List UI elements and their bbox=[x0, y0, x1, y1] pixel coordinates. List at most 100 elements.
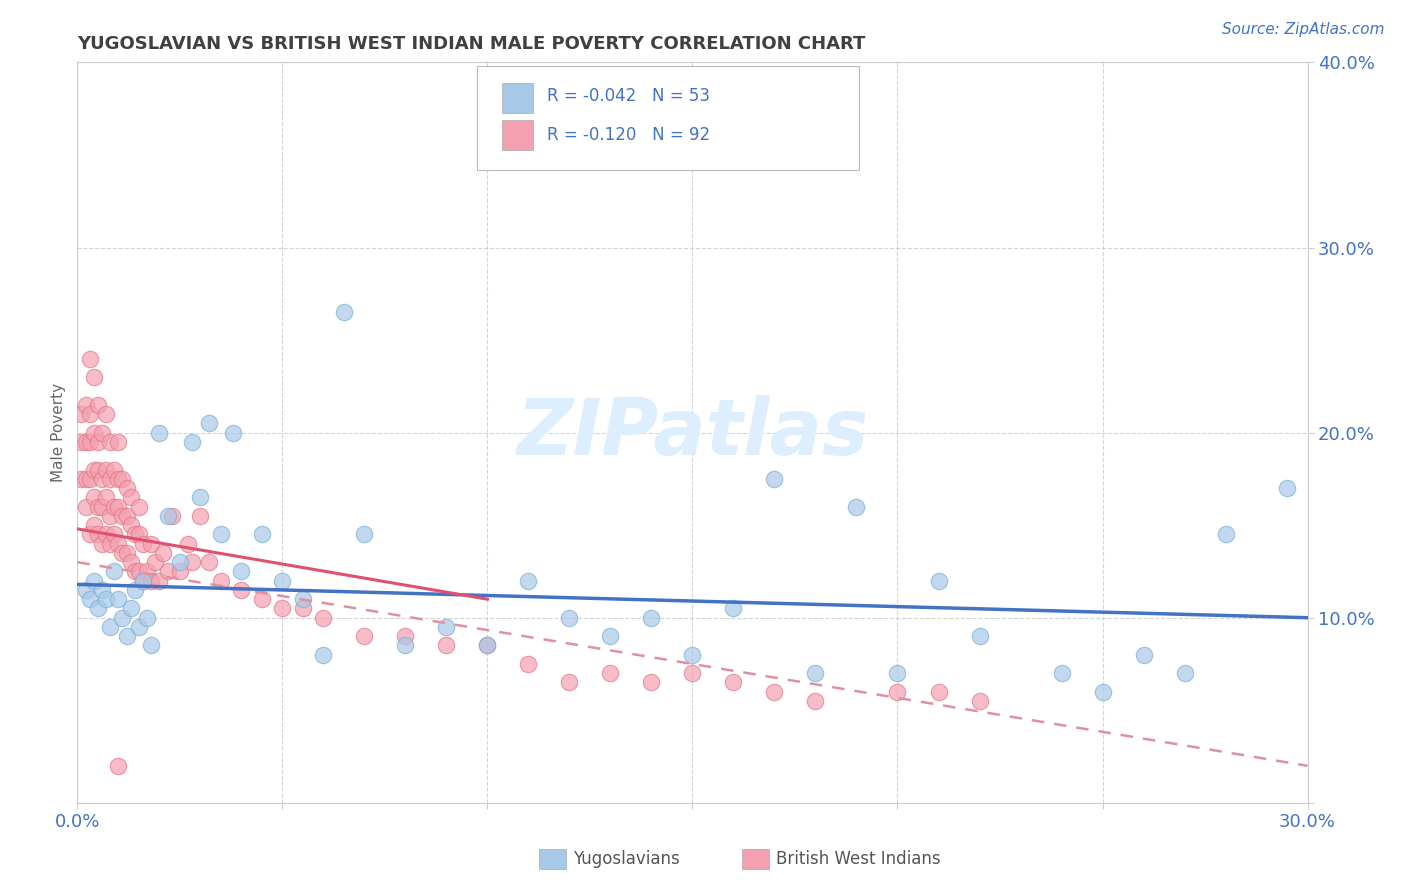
Point bbox=[124, 582, 146, 597]
Point bbox=[98, 508, 121, 523]
Point bbox=[107, 536, 129, 550]
Point bbox=[599, 629, 621, 643]
Point bbox=[83, 574, 105, 588]
Point bbox=[517, 657, 540, 671]
Point bbox=[558, 610, 581, 624]
Point bbox=[111, 472, 134, 486]
Point bbox=[90, 536, 114, 550]
Point bbox=[886, 685, 908, 699]
Point bbox=[90, 425, 114, 440]
Point bbox=[70, 407, 93, 421]
Point bbox=[87, 398, 110, 412]
Point bbox=[124, 565, 146, 579]
Point bbox=[1050, 666, 1073, 681]
Point bbox=[115, 546, 138, 560]
Point bbox=[477, 639, 499, 653]
Point bbox=[83, 462, 105, 476]
Point bbox=[291, 592, 314, 607]
Point bbox=[128, 527, 150, 541]
Point bbox=[312, 610, 335, 624]
Y-axis label: Male Poverty: Male Poverty bbox=[51, 383, 66, 483]
Point bbox=[87, 462, 110, 476]
Point bbox=[141, 639, 163, 653]
Point bbox=[75, 500, 97, 514]
Point bbox=[271, 601, 294, 615]
Point bbox=[1091, 685, 1114, 699]
Point bbox=[1275, 481, 1298, 495]
Point bbox=[682, 648, 704, 662]
Point bbox=[107, 592, 129, 607]
Point bbox=[160, 508, 183, 523]
Point bbox=[83, 491, 105, 505]
Point bbox=[79, 592, 101, 607]
FancyBboxPatch shape bbox=[477, 66, 859, 169]
Point bbox=[128, 620, 150, 634]
Point bbox=[148, 425, 170, 440]
Point bbox=[75, 398, 97, 412]
Point bbox=[291, 601, 314, 615]
Point bbox=[177, 536, 200, 550]
Point bbox=[75, 434, 97, 449]
Point bbox=[128, 500, 150, 514]
Point bbox=[124, 527, 146, 541]
Point bbox=[79, 434, 101, 449]
Point bbox=[79, 527, 101, 541]
Point bbox=[845, 500, 868, 514]
Point bbox=[928, 574, 950, 588]
Point bbox=[804, 694, 827, 708]
Point bbox=[94, 592, 117, 607]
Point bbox=[75, 582, 97, 597]
Point bbox=[87, 434, 110, 449]
Bar bbox=[538, 848, 565, 870]
Point bbox=[271, 574, 294, 588]
Point bbox=[83, 370, 105, 384]
Text: ZIPatlas: ZIPatlas bbox=[516, 394, 869, 471]
Text: YUGOSLAVIAN VS BRITISH WEST INDIAN MALE POVERTY CORRELATION CHART: YUGOSLAVIAN VS BRITISH WEST INDIAN MALE … bbox=[77, 35, 866, 53]
Point bbox=[107, 500, 129, 514]
Point bbox=[98, 472, 121, 486]
Point bbox=[682, 666, 704, 681]
Point bbox=[436, 639, 458, 653]
Point bbox=[156, 508, 179, 523]
Point bbox=[394, 639, 416, 653]
Point bbox=[197, 417, 219, 431]
Point bbox=[103, 565, 125, 579]
Point bbox=[209, 527, 232, 541]
Point bbox=[87, 601, 110, 615]
Point bbox=[90, 582, 114, 597]
Point bbox=[181, 434, 204, 449]
Point bbox=[599, 666, 621, 681]
Point bbox=[1132, 648, 1154, 662]
Bar bbox=[502, 83, 533, 112]
Point bbox=[120, 491, 142, 505]
Point bbox=[886, 666, 908, 681]
Point bbox=[222, 425, 245, 440]
Point bbox=[250, 592, 273, 607]
Point bbox=[103, 500, 125, 514]
Point bbox=[136, 565, 159, 579]
Point bbox=[115, 481, 138, 495]
Point bbox=[120, 518, 142, 533]
Point bbox=[723, 601, 745, 615]
Point bbox=[152, 546, 174, 560]
Point bbox=[87, 527, 110, 541]
Text: R = -0.042   N = 53: R = -0.042 N = 53 bbox=[547, 87, 710, 105]
Point bbox=[79, 407, 101, 421]
Point bbox=[640, 610, 662, 624]
Point bbox=[312, 648, 335, 662]
Point bbox=[188, 491, 212, 505]
Point bbox=[103, 462, 125, 476]
Point bbox=[353, 629, 375, 643]
Point bbox=[169, 555, 191, 569]
Point bbox=[723, 675, 745, 690]
Point bbox=[181, 555, 204, 569]
Point bbox=[928, 685, 950, 699]
Point bbox=[94, 527, 117, 541]
Text: British West Indians: British West Indians bbox=[776, 850, 941, 868]
Point bbox=[188, 508, 212, 523]
Point bbox=[477, 639, 499, 653]
Point bbox=[763, 472, 786, 486]
Point bbox=[333, 305, 356, 319]
Point bbox=[128, 565, 150, 579]
Text: Source: ZipAtlas.com: Source: ZipAtlas.com bbox=[1222, 22, 1385, 37]
